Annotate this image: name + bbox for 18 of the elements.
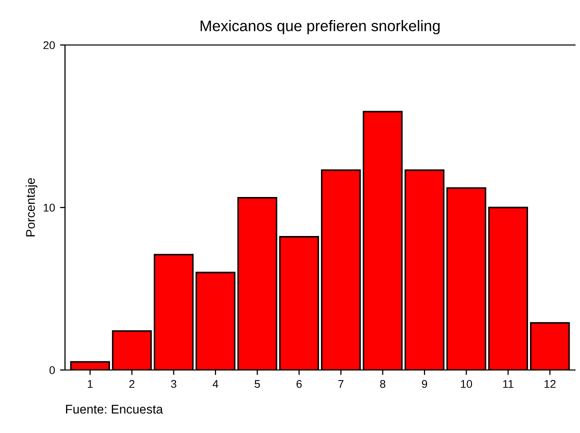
y-tick-label: 0	[50, 366, 55, 374]
x-tick-label: 8	[380, 380, 386, 388]
x-tick-label: 11	[503, 380, 514, 388]
x-tick-label: 7	[338, 380, 344, 388]
y-tick-label: 10	[44, 204, 55, 212]
x-tick-label: 5	[254, 380, 260, 388]
x-tick-label: 10	[460, 380, 472, 388]
y-axis-title: Porcentaje	[26, 178, 38, 236]
x-tick-label: 3	[171, 380, 176, 388]
y-tick-label: 20	[43, 41, 55, 50]
x-tick-label: 4	[212, 380, 218, 388]
chart-title: Mexicanos que prefieren snorkeling	[200, 20, 440, 34]
x-tick-label: 1	[88, 380, 93, 388]
source-note: Fuente: Encuesta	[66, 404, 163, 414]
x-tick-label: 6	[296, 380, 302, 388]
x-tick-label: 12	[544, 380, 556, 388]
x-tick-label: 2	[129, 380, 134, 388]
x-tick-label: 9	[422, 380, 428, 388]
